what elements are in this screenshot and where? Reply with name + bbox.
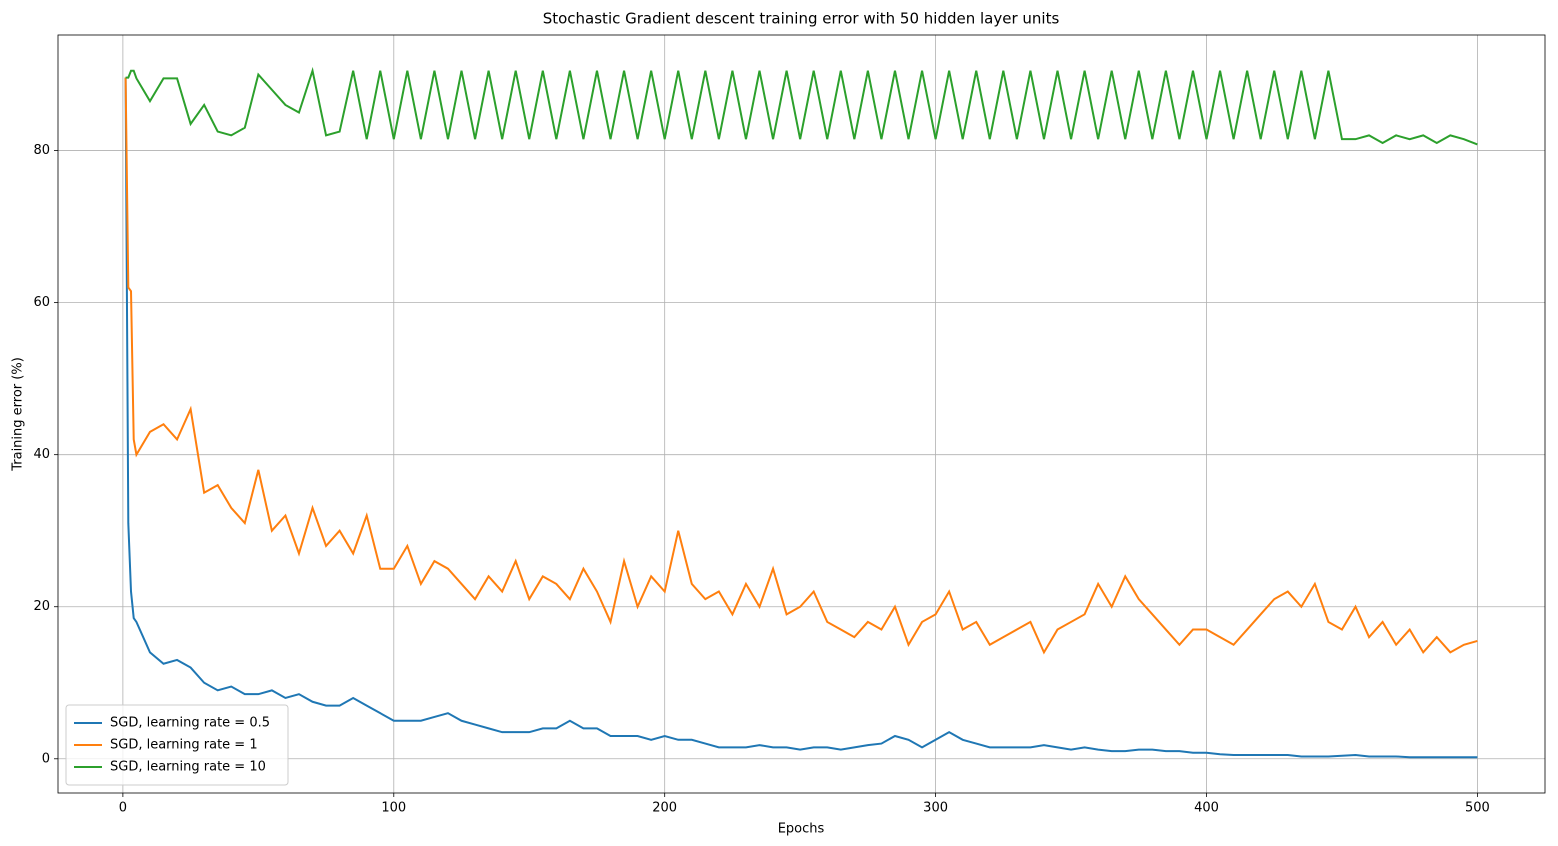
legend-label: SGD, learning rate = 1 <box>110 738 258 753</box>
x-tick-label: 0 <box>119 801 127 816</box>
series-line <box>125 66 1478 146</box>
y-tick-label: 20 <box>33 599 50 614</box>
y-tick-label: 60 <box>33 295 50 310</box>
y-tick-label: 80 <box>33 143 50 158</box>
y-axis-label: Training error (%) <box>11 357 26 472</box>
y-tick-label: 40 <box>33 447 50 462</box>
plot-frame <box>57 34 1546 794</box>
legend-label: SGD, learning rate = 10 <box>110 760 266 775</box>
x-tick-label: 500 <box>1465 801 1490 816</box>
x-tick-label: 300 <box>923 801 948 816</box>
x-tick-label: 200 <box>652 801 677 816</box>
legend: SGD, learning rate = 0.5 SGD, learning ra… <box>65 704 289 786</box>
y-tick-label: 0 <box>42 751 50 766</box>
x-tick-label: 400 <box>1194 801 1219 816</box>
series-line <box>124 77 1478 655</box>
chart-title: Stochastic Gradient descent training err… <box>543 10 1060 28</box>
legend-box <box>65 704 289 786</box>
series-line <box>124 77 1478 759</box>
x-tick-label: 100 <box>381 801 406 816</box>
x-axis-label: Epochs <box>778 822 825 837</box>
legend-label: SGD, learning rate = 0.5 <box>110 716 270 731</box>
